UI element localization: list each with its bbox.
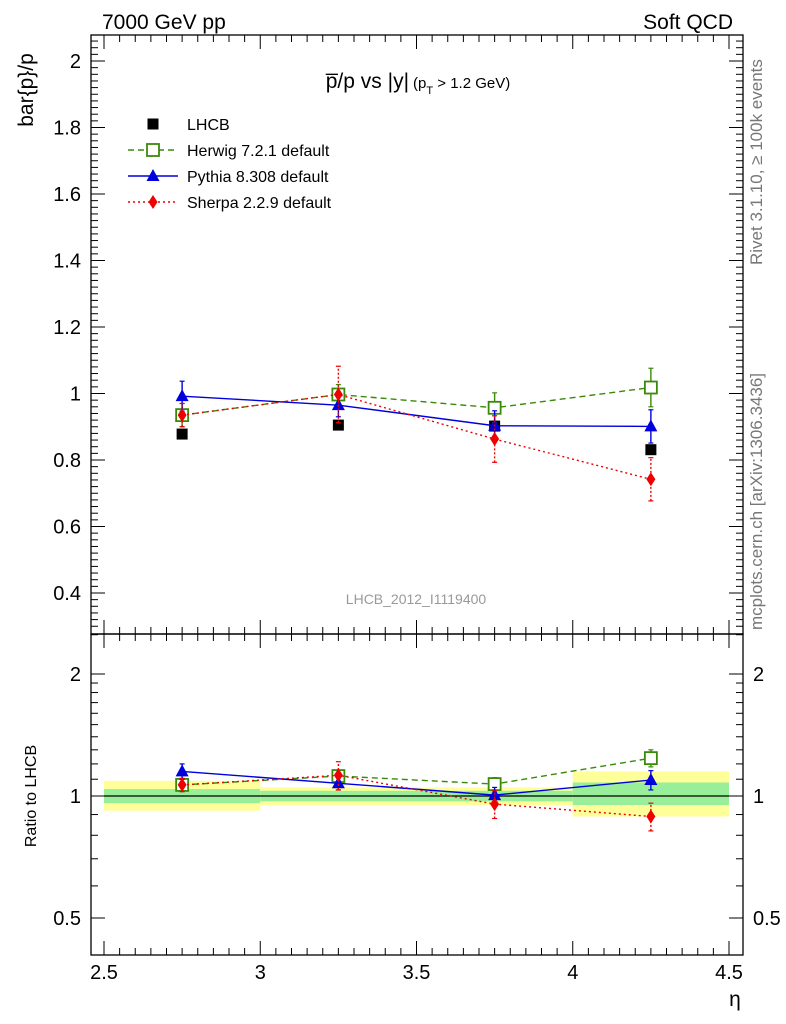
legend-sherpa-marker bbox=[148, 195, 158, 209]
main-y-tick-label: 0.6 bbox=[53, 517, 81, 539]
plot-title-cut-sub: T bbox=[426, 85, 433, 97]
ratio-band-group bbox=[104, 771, 729, 817]
plot-title-main: p̅/p vs |y| bbox=[325, 70, 409, 93]
main-sherpa-point bbox=[490, 432, 500, 447]
main-y-tick-label: 2 bbox=[70, 51, 81, 73]
plot-title-cut-rest: > 1.2 GeV) bbox=[433, 75, 510, 92]
legend-sherpa-label: Sherpa 2.2.9 default bbox=[187, 195, 332, 212]
ratio-y-tick-label: 1 bbox=[70, 786, 81, 808]
main-sherpa-point bbox=[333, 387, 343, 402]
legend-pythia-marker bbox=[146, 169, 160, 181]
main-lhcb-point bbox=[645, 444, 657, 456]
ratio-sherpa-point bbox=[177, 777, 187, 792]
ratio-uncertainty-band-green bbox=[572, 782, 729, 806]
main-herwig-line bbox=[182, 386, 651, 416]
main-sherpa-line bbox=[182, 393, 652, 480]
x-tick-label: 2.5 bbox=[90, 962, 118, 984]
ratio-y-tick-label-right: 1 bbox=[753, 786, 764, 808]
main-y-tick-label: 1.8 bbox=[53, 118, 81, 140]
analysis-id-label: LHCB_2012_I1119400 bbox=[346, 591, 487, 607]
main-series-group bbox=[175, 365, 658, 502]
legend-herwig-marker bbox=[146, 143, 160, 157]
ratio-pythia-point bbox=[175, 764, 189, 777]
process-label: Soft QCD bbox=[643, 11, 733, 34]
energy-label: 7000 GeV pp bbox=[102, 11, 226, 34]
ratio-sherpa-line bbox=[182, 774, 651, 818]
x-axis-label: η bbox=[729, 988, 741, 1011]
ratio-series-group bbox=[175, 749, 658, 832]
plot-title-cut: (p bbox=[413, 75, 426, 92]
main-pythia-point bbox=[644, 419, 658, 432]
axes-group: 2.5 3 3.5 4 4.5 0.4 0.6 0.8 1 1.2 1.4 1.6 1.8 2 0.5 0.5… bbox=[53, 34, 781, 984]
mcplots-label: mcplots.cern.ch [arXiv:1306.3436] bbox=[747, 373, 766, 630]
legend-pythia-label: Pythia 8.308 default bbox=[187, 169, 329, 186]
main-lhcb-point bbox=[332, 419, 344, 431]
ratio-y-tick-label: 2 bbox=[70, 664, 81, 686]
main-herwig-point bbox=[643, 380, 658, 395]
legend-herwig-label: Herwig 7.2.1 default bbox=[187, 143, 330, 160]
ratio-y-axis-label: Ratio to LHCB bbox=[23, 745, 40, 847]
ratio-y-tick-label-right: 0.5 bbox=[753, 908, 781, 930]
legend: LHCB Herwig 7.2.1 default Pythia 8.308 def… bbox=[128, 117, 332, 212]
x-tick-label: 3.5 bbox=[403, 962, 431, 984]
ratio-pythia-point bbox=[644, 773, 658, 786]
ratio-y-tick-label-right: 2 bbox=[753, 664, 764, 686]
main-y-tick-label: 1.6 bbox=[53, 184, 81, 206]
rivet-version-label: Rivet 3.1.10, ≥ 100k events bbox=[747, 59, 766, 265]
main-y-axis-label: bar{p}/p bbox=[15, 53, 38, 127]
main-sherpa-point bbox=[646, 472, 656, 487]
main-pythia-point bbox=[175, 389, 189, 402]
main-sherpa-point bbox=[177, 408, 187, 423]
x-tick-label: 4 bbox=[567, 962, 578, 984]
main-y-tick-label: 1 bbox=[70, 384, 81, 406]
ratio-sherpa-point bbox=[646, 809, 656, 824]
main-lhcb-point bbox=[176, 428, 188, 440]
main-y-tick-label: 0.8 bbox=[53, 450, 81, 472]
ratio-herwig-line bbox=[182, 757, 651, 786]
main-y-tick-label: 0.4 bbox=[53, 583, 81, 605]
main-y-tick-label: 1.4 bbox=[53, 251, 81, 273]
main-y-tick-label: 1.2 bbox=[53, 317, 81, 339]
ratio-y-tick-label: 0.5 bbox=[53, 908, 81, 930]
ratio-sherpa-point bbox=[490, 797, 500, 812]
x-tick-label: 4.5 bbox=[715, 962, 743, 984]
ratio-sherpa-point bbox=[333, 768, 343, 783]
legend-lhcb-label: LHCB bbox=[187, 117, 230, 134]
plot-title: p̅/p vs |y| (pT > 1.2 GeV) bbox=[325, 70, 510, 97]
main-pythia-line bbox=[182, 395, 651, 428]
legend-lhcb-marker bbox=[147, 118, 159, 130]
main-pythia-point bbox=[331, 398, 345, 411]
ratio-pythia-point bbox=[331, 776, 345, 789]
ratio-herwig-point bbox=[643, 751, 658, 766]
x-tick-label: 3 bbox=[255, 962, 266, 984]
